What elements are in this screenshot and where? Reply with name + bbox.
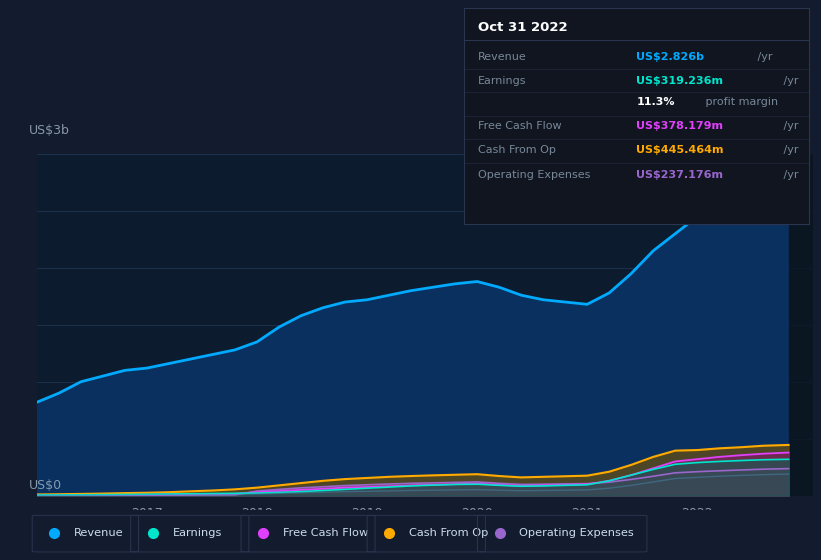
- Text: Operating Expenses: Operating Expenses: [478, 170, 590, 180]
- Text: Cash From Op: Cash From Op: [478, 144, 556, 155]
- Text: US$2.826b: US$2.826b: [636, 52, 704, 62]
- Text: /yr: /yr: [781, 121, 799, 131]
- Bar: [789, 154, 813, 496]
- Text: Earnings: Earnings: [172, 529, 222, 538]
- Text: US$445.464m: US$445.464m: [636, 144, 724, 155]
- Text: Free Cash Flow: Free Cash Flow: [282, 529, 368, 538]
- Text: Revenue: Revenue: [74, 529, 124, 538]
- Text: Revenue: Revenue: [478, 52, 526, 62]
- Text: US$0: US$0: [30, 479, 62, 492]
- Text: Operating Expenses: Operating Expenses: [519, 529, 634, 538]
- Text: US$237.176m: US$237.176m: [636, 170, 723, 180]
- Text: profit margin: profit margin: [702, 97, 778, 107]
- Text: Free Cash Flow: Free Cash Flow: [478, 121, 562, 131]
- Text: /yr: /yr: [781, 76, 799, 86]
- Text: Earnings: Earnings: [478, 76, 526, 86]
- Text: Cash From Op: Cash From Op: [409, 529, 488, 538]
- Text: /yr: /yr: [754, 52, 773, 62]
- Text: /yr: /yr: [781, 144, 799, 155]
- Text: US$378.179m: US$378.179m: [636, 121, 723, 131]
- Text: /yr: /yr: [781, 170, 799, 180]
- Text: US$319.236m: US$319.236m: [636, 76, 723, 86]
- Text: Oct 31 2022: Oct 31 2022: [478, 21, 567, 34]
- Text: US$3b: US$3b: [30, 124, 70, 137]
- Text: 11.3%: 11.3%: [636, 97, 675, 107]
